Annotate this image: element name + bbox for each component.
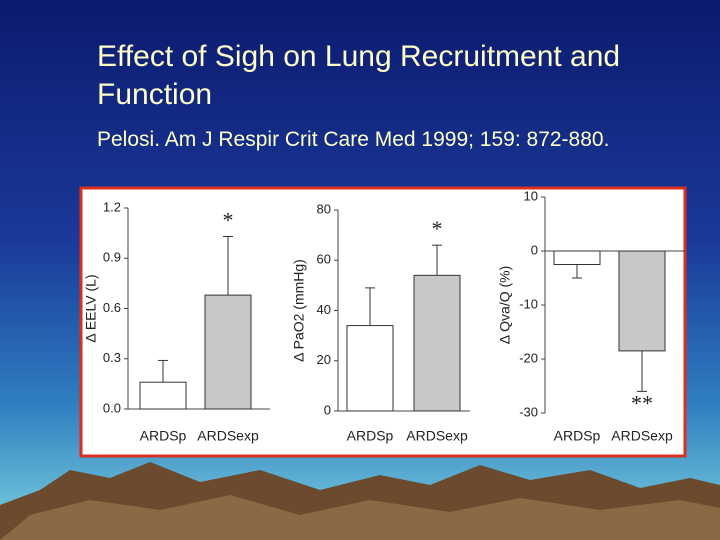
bar: [139, 381, 187, 410]
y-tick-label: -20: [519, 350, 538, 365]
x-tick-label: ARDSp: [140, 428, 187, 444]
y-tick-label: 0.9: [103, 250, 121, 265]
x-tick-label: ARDSp: [347, 428, 394, 444]
chart-panel: [79, 186, 687, 458]
y-tick-label: 0.6: [103, 300, 121, 315]
y-tick-label: 0: [324, 402, 331, 417]
slide-title: Effect of Sigh on Lung Recruitment and F…: [97, 40, 621, 111]
annotation: **: [631, 390, 653, 415]
bar: [204, 294, 252, 410]
y-tick-label: 1.2: [103, 199, 121, 214]
x-tick-label: ARDSp: [554, 428, 601, 444]
y-tick-label: 10: [524, 188, 538, 203]
y-axis-label: Δ Qva/Q (%): [497, 266, 513, 345]
y-axis-label: Δ EELV (L): [83, 274, 99, 342]
y-tick-label: 40: [317, 302, 331, 317]
x-tick-label: ARDSexp: [611, 428, 673, 444]
y-tick-label: 80: [317, 201, 331, 216]
x-tick-label: ARDSexp: [197, 428, 259, 444]
y-tick-label: 20: [317, 352, 331, 367]
slide-subtitle: Pelosi. Am J Respir Crit Care Med 1999; …: [97, 128, 610, 151]
y-tick-label: -10: [519, 296, 538, 311]
bar: [413, 274, 461, 412]
y-tick-label: 0.0: [103, 400, 121, 415]
bar: [553, 250, 601, 265]
annotation: *: [432, 216, 443, 241]
y-tick-label: 60: [317, 252, 331, 267]
annotation: *: [223, 208, 234, 233]
y-tick-label: -30: [519, 404, 538, 419]
x-tick-label: ARDSexp: [406, 428, 468, 444]
y-tick-label: 0.3: [103, 350, 121, 365]
bar: [346, 325, 394, 412]
y-tick-label: 0: [531, 242, 538, 257]
bar: [618, 250, 666, 352]
y-axis-label: Δ PaO2 (mmHg): [291, 259, 307, 362]
